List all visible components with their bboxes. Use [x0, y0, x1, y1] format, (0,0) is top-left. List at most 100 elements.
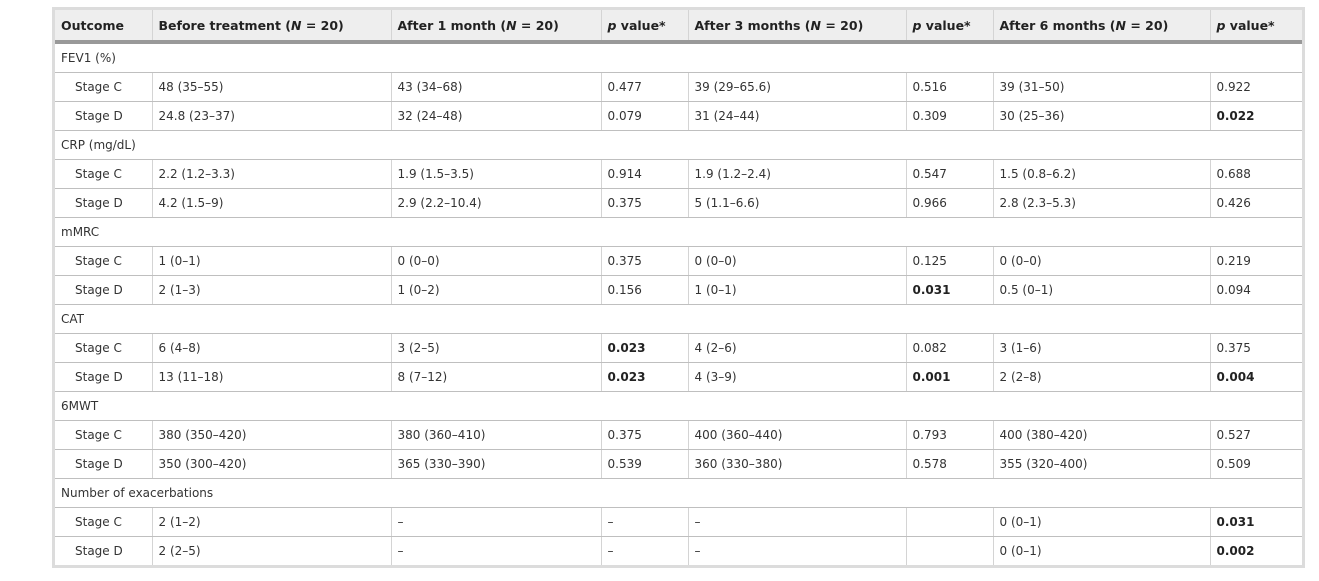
cell-after-6-months: 2.8 (2.3–5.3)	[993, 188, 1211, 218]
cell-text: 0 (0–0)	[694, 254, 737, 268]
cell-p-value-3-months	[906, 507, 994, 537]
group-row: mMRC	[55, 217, 1302, 247]
group-label: CAT	[55, 304, 1302, 334]
cell-text: 4 (3–9)	[694, 370, 737, 384]
cell-p-value-3-months: 0.001	[906, 362, 994, 392]
cell-after-6-months: 0 (0–1)	[993, 536, 1211, 565]
header-text: p	[1216, 17, 1226, 33]
cell-after-6-months: 3 (1–6)	[993, 333, 1211, 363]
cell-after-1-month: 8 (7–12)	[391, 362, 602, 392]
cell-after-3-months: 5 (1.1–6.6)	[688, 188, 907, 218]
cell-p-value-1-month: 0.375	[601, 246, 689, 276]
cell-p-value-1-month: 0.023	[601, 333, 689, 363]
group-label: FEV1 (%)	[55, 42, 1302, 73]
cell-p-value-3-months: 0.547	[906, 159, 994, 189]
cell-after-6-months: 0 (0–1)	[993, 507, 1211, 537]
cell-p-value-1-month: 0.023	[601, 362, 689, 392]
cell-text: 1.9 (1.2–2.4)	[694, 167, 771, 181]
cell-after-1-month: 0 (0–0)	[391, 246, 602, 276]
group-label: CRP (mg/dL)	[55, 130, 1302, 160]
cell-after-6-months: 1.5 (0.8–6.2)	[993, 159, 1211, 189]
cell-outcome: Stage D	[55, 362, 153, 392]
cell-text: 0.023	[607, 341, 646, 355]
group-row: 6MWT	[55, 391, 1302, 421]
cell-before-treatment: 4.2 (1.5–9)	[152, 188, 392, 218]
column-header-outcome: Outcome	[55, 10, 153, 44]
cell-outcome: Stage D	[55, 536, 153, 565]
cell-p-value-6-months: 0.375	[1210, 333, 1302, 363]
cell-text: 0.219	[1216, 254, 1251, 268]
cell-text: 0.094	[1216, 283, 1251, 297]
header-text: value*	[921, 17, 971, 33]
cell-p-value-3-months	[906, 536, 994, 565]
cell-p-value-6-months: 0.219	[1210, 246, 1302, 276]
cell-p-value-1-month: –	[601, 536, 689, 565]
cell-text: Stage D	[75, 109, 123, 123]
cell-after-3-months: 0 (0–0)	[688, 246, 907, 276]
cell-text: 1.9 (1.5–3.5)	[397, 167, 474, 181]
header-text: value*	[1225, 17, 1275, 33]
cell-before-treatment: 2.2 (1.2–3.3)	[152, 159, 392, 189]
cell-text: 380 (360–410)	[397, 428, 486, 442]
group-row: FEV1 (%)	[55, 42, 1302, 73]
cell-text: 0.426	[1216, 196, 1251, 210]
cell-text: Stage C	[75, 80, 122, 94]
cell-before-treatment: 6 (4–8)	[152, 333, 392, 363]
cell-after-3-months: 4 (3–9)	[688, 362, 907, 392]
cell-text: Stage D	[75, 370, 123, 384]
cell-text: 0.509	[1216, 457, 1251, 471]
header-text: N	[506, 17, 517, 33]
cell-text: 0.966	[912, 196, 947, 210]
cell-after-3-months: 1 (0–1)	[688, 275, 907, 305]
cell-p-value-3-months: 0.031	[906, 275, 994, 305]
cell-text: Stage D	[75, 196, 123, 210]
table-row: Stage D 2 (2–5) – – – 0 (0–1) 0.002	[55, 536, 1302, 565]
cell-text: –	[694, 544, 701, 558]
group-row: CAT	[55, 304, 1302, 334]
cell-after-6-months: 0.5 (0–1)	[993, 275, 1211, 305]
cell-text: –	[397, 515, 404, 529]
cell-p-value-3-months: 0.578	[906, 449, 994, 479]
cell-text: 0.375	[1216, 341, 1251, 355]
table-row: Stage C 2.2 (1.2–3.3) 1.9 (1.5–3.5) 0.914 1.…	[55, 159, 1302, 189]
header-text: p	[607, 17, 617, 33]
cell-text: –	[694, 515, 701, 529]
cell-before-treatment: 350 (300–420)	[152, 449, 392, 479]
cell-text: 0.001	[912, 370, 951, 384]
cell-text: 0 (0–1)	[999, 515, 1042, 529]
cell-text: 3 (1–6)	[999, 341, 1042, 355]
cell-text: 0 (0–1)	[999, 544, 1042, 558]
cell-text: –	[607, 515, 614, 529]
cell-before-treatment: 13 (11–18)	[152, 362, 392, 392]
cell-p-value-6-months: 0.022	[1210, 101, 1302, 131]
header-text: = 20)	[821, 17, 864, 33]
cell-after-6-months: 30 (25–36)	[993, 101, 1211, 131]
cell-before-treatment: 2 (2–5)	[152, 536, 392, 565]
header-text: N	[291, 17, 302, 33]
cell-text: 380 (350–420)	[158, 428, 247, 442]
cell-p-value-6-months: 0.031	[1210, 507, 1302, 537]
cell-text: 0.082	[912, 341, 947, 355]
cell-p-value-1-month: 0.156	[601, 275, 689, 305]
cell-text: 0.793	[912, 428, 947, 442]
cell-after-1-month: 1.9 (1.5–3.5)	[391, 159, 602, 189]
cell-outcome: Stage C	[55, 420, 153, 450]
cell-text: 400 (360–440)	[694, 428, 783, 442]
cell-p-value-1-month: 0.477	[601, 72, 689, 102]
cell-text: 2.9 (2.2–10.4)	[397, 196, 482, 210]
cell-text: 30 (25–36)	[999, 109, 1065, 123]
cell-text: 0.914	[607, 167, 642, 181]
table-row: Stage D 2 (1–3) 1 (0–2) 0.156 1 (0–1) 0.031 0.…	[55, 275, 1302, 305]
table-row: Stage D 13 (11–18) 8 (7–12) 0.023 4 (3–9) 0.0…	[55, 362, 1302, 392]
cell-p-value-6-months: 0.527	[1210, 420, 1302, 450]
cell-text: Stage C	[75, 167, 122, 181]
cell-before-treatment: 2 (1–2)	[152, 507, 392, 537]
cell-text: 0.375	[607, 428, 642, 442]
header-row: Outcome Before treatment (N = 20) After 1 …	[55, 10, 1302, 44]
table-row: Stage D 4.2 (1.5–9) 2.9 (2.2–10.4) 0.375 5 (…	[55, 188, 1302, 218]
cell-before-treatment: 380 (350–420)	[152, 420, 392, 450]
column-header-after-6-months: After 6 months (N = 20)	[993, 10, 1211, 44]
cell-text: 0.004	[1216, 370, 1255, 384]
table-row: Stage C 2 (1–2) – – – 0 (0–1) 0.031	[55, 507, 1302, 537]
column-header-p-value-3-months: p value*	[906, 10, 994, 44]
